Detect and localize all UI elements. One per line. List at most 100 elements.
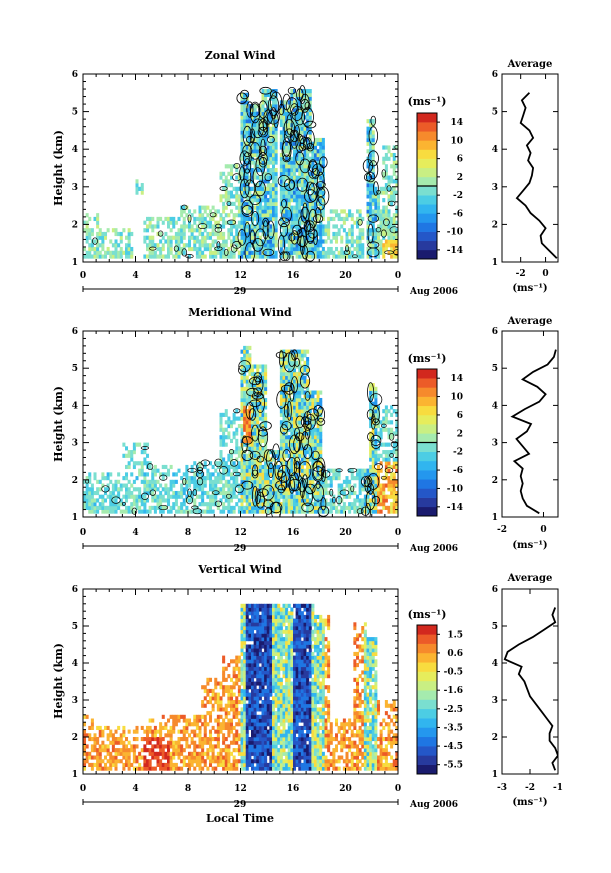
heatmap-cell <box>245 345 249 350</box>
heatmap-cell <box>240 394 244 399</box>
heatmap-cell <box>85 714 89 719</box>
heatmap-cell <box>282 416 286 421</box>
heatmap-cell <box>293 220 297 225</box>
heatmap-cell <box>245 472 249 477</box>
heatmap-cell <box>387 183 391 188</box>
heatmap-cell <box>222 412 226 417</box>
heatmap-cell <box>106 494 110 499</box>
heatmap-cell <box>245 379 249 384</box>
heatmap-cell <box>282 164 286 169</box>
heatmap-cell <box>185 505 189 510</box>
colorbar-segment <box>417 387 437 397</box>
colorbar-segment <box>417 113 437 123</box>
contour-line <box>258 145 268 157</box>
heatmap-cell <box>382 490 386 496</box>
heatmap-cell <box>211 479 215 484</box>
heatmap-cell <box>125 762 129 767</box>
heatmap-cell <box>371 246 375 252</box>
colorbar-tick-label: 6 <box>457 411 463 421</box>
heatmap-cell <box>111 502 115 507</box>
heatmap-cell <box>266 179 270 184</box>
heatmap-cell <box>282 383 286 388</box>
heatmap-cell <box>206 213 210 218</box>
heatmap-cell <box>384 190 388 195</box>
heatmap-cell <box>287 368 291 373</box>
heatmap-cell <box>287 186 291 191</box>
heatmap-cell <box>201 490 205 496</box>
heatmap-cell <box>295 509 299 514</box>
heatmap-cell <box>193 483 197 488</box>
heatmap-cell <box>382 198 386 203</box>
contour-line <box>255 393 265 414</box>
heatmap-cell <box>290 375 294 380</box>
heatmap-cell <box>256 379 260 384</box>
x-tick-label: 0 <box>395 271 401 281</box>
heatmap-cell <box>300 239 304 244</box>
heatmap-cell <box>342 479 346 484</box>
heatmap-cell <box>382 420 386 425</box>
heatmap-cell <box>379 494 383 499</box>
heatmap-cell <box>298 383 302 388</box>
heatmap-cell <box>83 740 87 745</box>
heatmap-cell <box>287 357 291 362</box>
heatmap-cell <box>85 476 89 481</box>
heatmap-cell <box>290 464 294 470</box>
heatmap-cell <box>285 349 289 354</box>
heatmap-cell <box>130 457 134 462</box>
heatmap-cell <box>369 409 373 414</box>
heatmap-cell <box>311 438 315 443</box>
heatmap-cell <box>282 201 286 206</box>
heatmap-cell <box>193 243 197 248</box>
heatmap-cell <box>282 368 286 373</box>
heatmap-cell <box>353 246 357 252</box>
heatmap-cell <box>314 156 318 161</box>
heatmap-cell <box>174 498 178 503</box>
heatmap-cell <box>369 179 373 184</box>
heatmap-cell <box>377 198 381 203</box>
heatmap-cell <box>279 450 283 455</box>
heatmap-cell <box>243 360 247 365</box>
heatmap-cell <box>248 476 252 481</box>
heatmap-cell <box>209 479 213 484</box>
heatmap-cell <box>122 744 126 749</box>
heatmap-cell <box>272 137 276 143</box>
heatmap-cell <box>303 446 307 451</box>
heatmap-cell <box>285 498 289 503</box>
heatmap-cell <box>316 239 320 244</box>
heatmap-cell <box>264 243 268 248</box>
heatmap-cell <box>314 149 318 154</box>
heatmap-cell <box>371 383 375 388</box>
heatmap-cell <box>356 250 360 255</box>
heatmap-cell <box>85 744 89 749</box>
heatmap-cell <box>164 490 168 496</box>
heatmap-cell <box>253 364 257 369</box>
heatmap-cell <box>248 498 252 503</box>
heatmap-cell <box>148 509 152 514</box>
heatmap-cell <box>264 502 268 507</box>
heatmap-cell <box>303 409 307 414</box>
heatmap-cell <box>279 368 283 373</box>
heatmap-cell <box>256 483 260 488</box>
heatmap-cell <box>335 254 339 259</box>
heatmap-cell <box>169 239 173 244</box>
heatmap-cell <box>222 235 226 240</box>
heatmap-cell <box>174 254 178 259</box>
heatmap-cell <box>117 759 121 764</box>
heatmap-cell <box>122 250 126 255</box>
heatmap-cell <box>379 243 383 248</box>
heatmap-cell <box>243 509 247 514</box>
heatmap-cell <box>279 357 283 362</box>
heatmap-cell <box>248 186 252 191</box>
heatmap-cell <box>140 464 144 470</box>
heatmap-cell <box>227 509 231 514</box>
heatmap-cell <box>211 231 215 237</box>
heatmap-cell <box>117 231 121 237</box>
heatmap-cell <box>390 152 394 158</box>
heatmap-cell <box>319 490 323 496</box>
heatmap-cell <box>237 186 241 191</box>
heatmap-cell <box>122 228 126 233</box>
heatmap-cell <box>371 464 375 470</box>
heatmap-cell <box>182 487 186 492</box>
heatmap-cell <box>161 220 165 225</box>
heatmap-cell <box>285 209 289 214</box>
